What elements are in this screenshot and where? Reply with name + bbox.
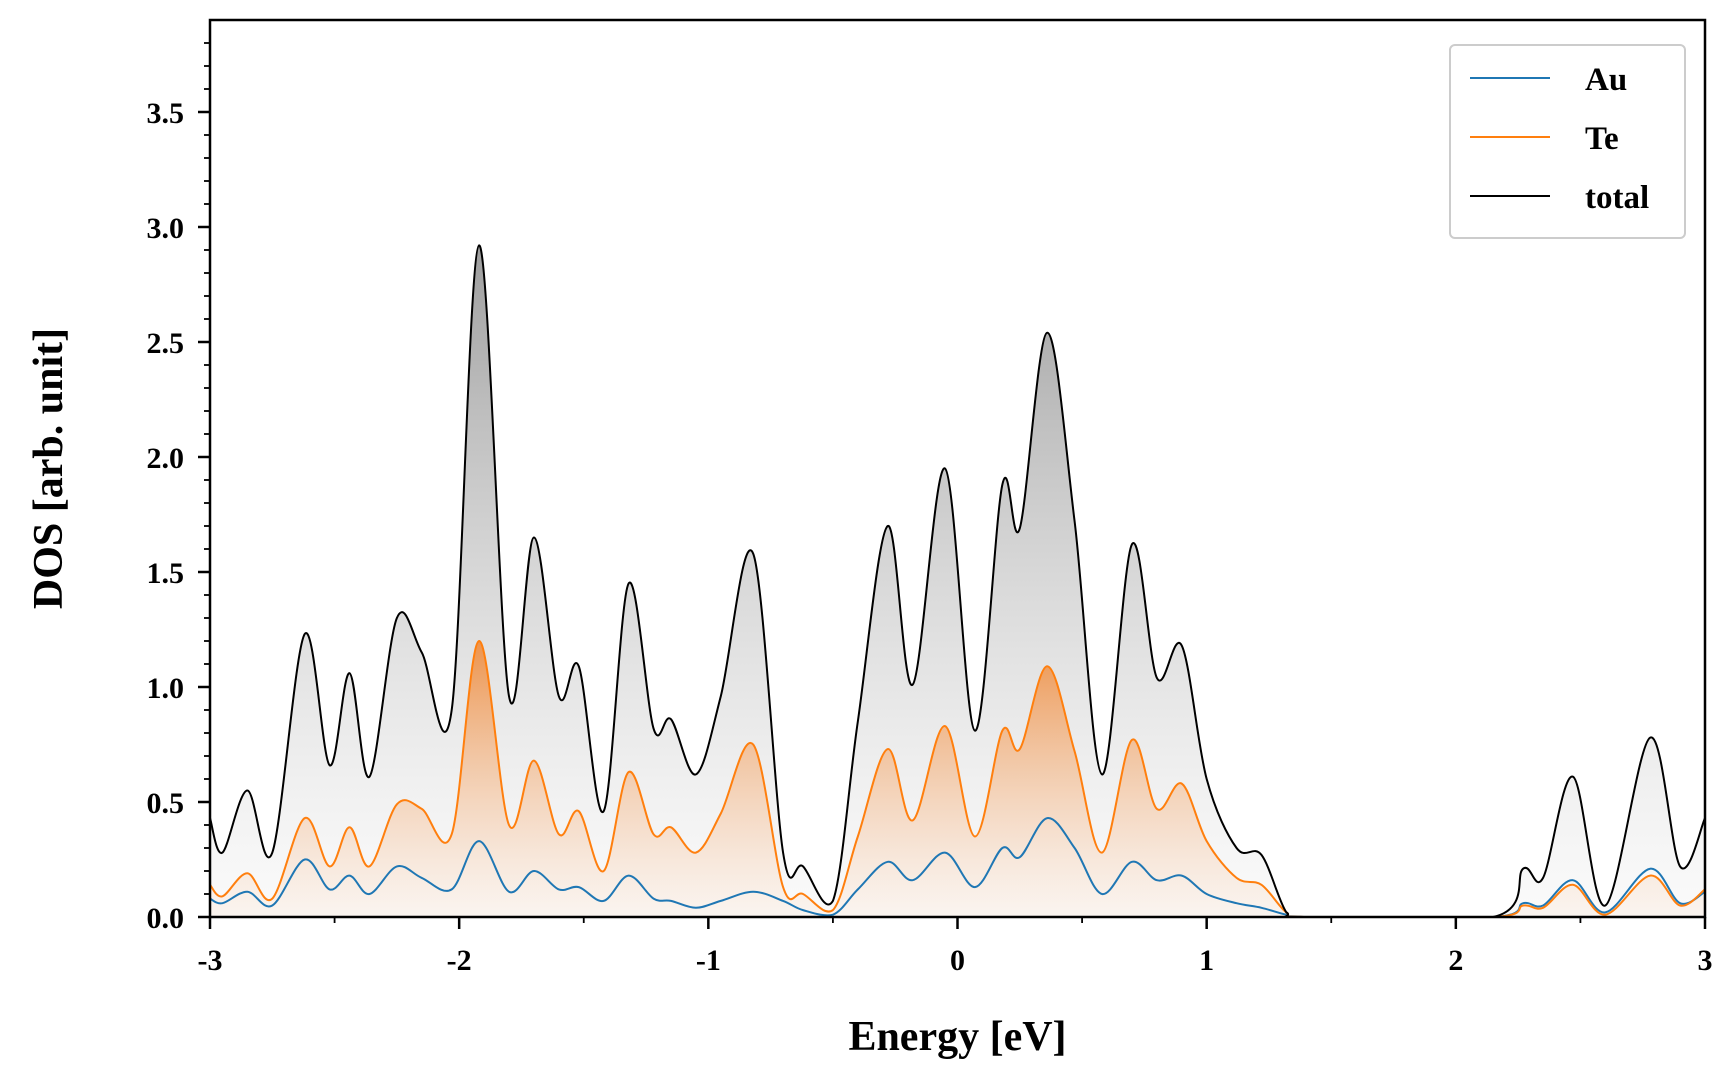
x-tick-label: -3 [198,944,223,977]
y-tick-label: 2.0 [147,442,185,475]
series-line-total [210,244,1705,917]
area-fill-total [210,245,1705,917]
x-tick-label: 0 [950,944,965,977]
y-tick-label: 3.5 [147,97,185,130]
legend: Au Te total [1449,44,1686,239]
legend-box [1449,44,1686,239]
y-tick-label: 3.0 [147,212,185,245]
legend-label-total: total [1585,180,1649,216]
x-tick-label: -2 [447,944,472,977]
series-lines [210,244,1705,917]
x-tick-label: 3 [1698,944,1713,977]
axes: -3 -2 -1 0 1 2 3 0.0 0.5 1.0 1.5 2.0 2.5 3.0 3.5 Energy… [26,18,1713,1060]
area-fills [210,245,1705,917]
y-axis-title: DOS [arb. unit] [26,328,72,609]
area-fill-te [210,640,1705,917]
legend-label-te: Te [1585,121,1619,157]
y-tick-label: 0.5 [147,787,185,820]
y-tick-label: 1.5 [147,557,185,590]
x-tick-label: -1 [696,944,721,977]
x-tick-label: 1 [1199,944,1214,977]
x-axis-title: Energy [eV] [848,1014,1066,1060]
y-tick-label: 1.0 [147,672,185,705]
x-tick-label: 2 [1448,944,1463,977]
y-tick-label: 0.0 [147,902,185,935]
series-line-au [210,817,1705,917]
legend-label-au: Au [1585,62,1627,98]
y-tick-label: 2.5 [147,327,185,360]
